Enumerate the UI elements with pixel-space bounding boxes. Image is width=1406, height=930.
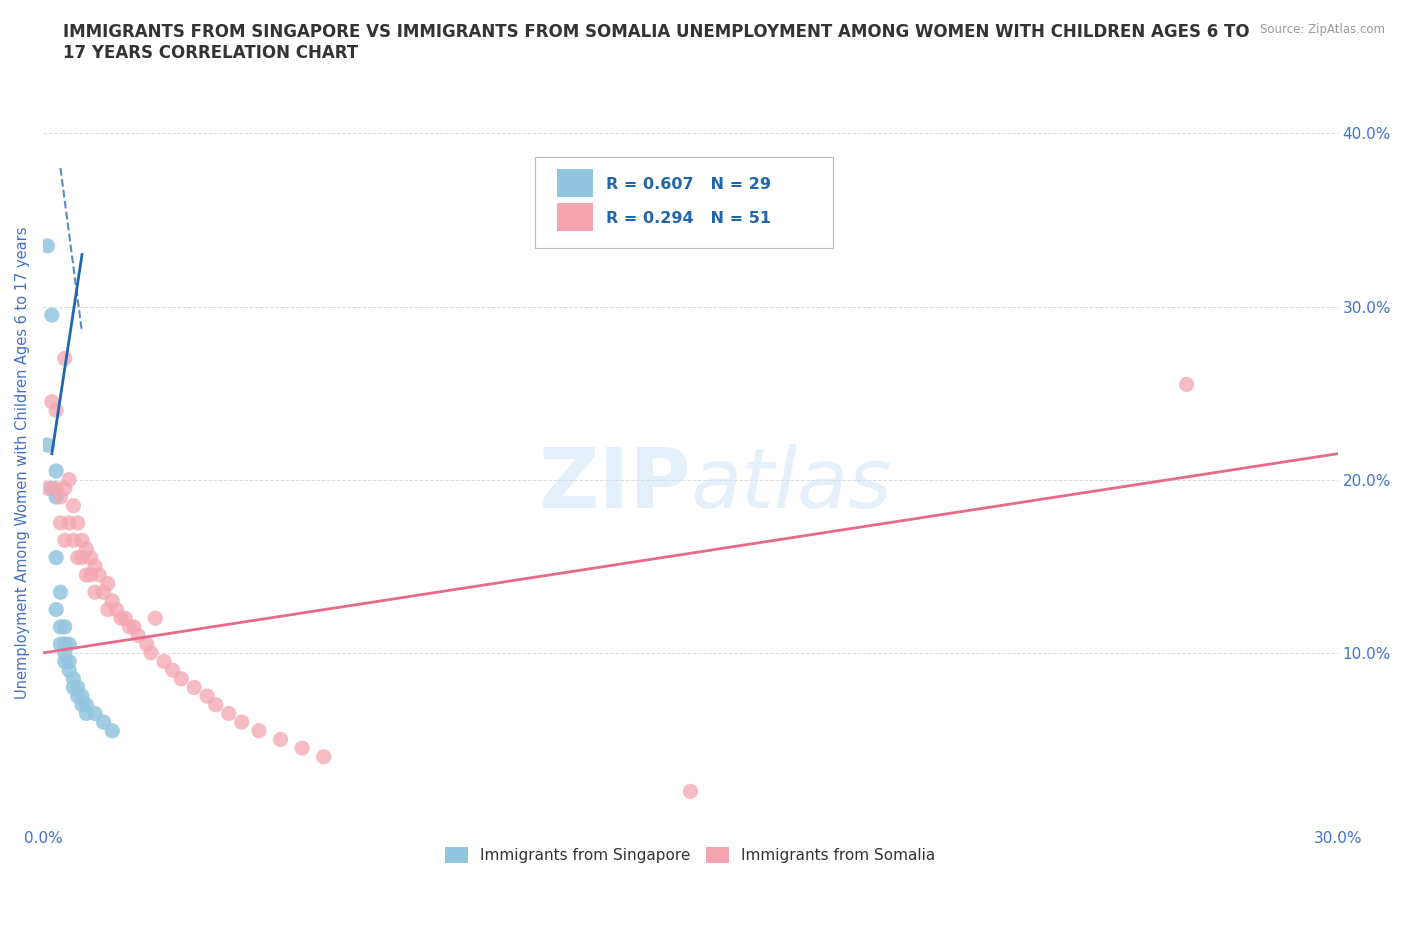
Point: [110, 611, 132, 626]
Point: [53, 351, 76, 365]
Point: [139, 645, 162, 660]
Point: [45, 403, 67, 418]
Point: [75, 706, 97, 721]
Point: [105, 602, 128, 617]
Point: [37, 481, 59, 496]
FancyBboxPatch shape: [536, 157, 832, 247]
Point: [75, 567, 97, 582]
Point: [84, 559, 107, 574]
Point: [45, 463, 67, 478]
Point: [37, 438, 59, 453]
Point: [58, 472, 80, 487]
Point: [66, 689, 89, 704]
Point: [58, 654, 80, 669]
Point: [49, 585, 72, 600]
Text: atlas: atlas: [690, 444, 891, 525]
Point: [62, 680, 84, 695]
Point: [122, 619, 145, 634]
Point: [53, 533, 76, 548]
FancyBboxPatch shape: [557, 169, 593, 197]
Y-axis label: Unemployment Among Women with Children Ages 6 to 17 years: Unemployment Among Women with Children A…: [15, 226, 30, 698]
Point: [58, 663, 80, 678]
Point: [62, 533, 84, 548]
Point: [53, 645, 76, 660]
Point: [1175, 377, 1198, 392]
Point: [162, 663, 184, 678]
Text: Source: ZipAtlas.com: Source: ZipAtlas.com: [1260, 23, 1385, 36]
Point: [53, 619, 76, 634]
Point: [183, 680, 205, 695]
Point: [70, 551, 93, 565]
Point: [195, 689, 218, 704]
Point: [679, 784, 702, 799]
Legend: Immigrants from Singapore, Immigrants from Somalia: Immigrants from Singapore, Immigrants fr…: [439, 841, 942, 870]
Point: [89, 567, 111, 582]
Text: ZIP: ZIP: [538, 444, 690, 525]
Text: R = 0.607   N = 29: R = 0.607 N = 29: [606, 177, 772, 192]
Point: [41, 308, 63, 323]
Point: [153, 654, 176, 669]
Point: [101, 593, 124, 608]
Point: [79, 567, 101, 582]
Point: [70, 698, 93, 712]
Point: [58, 515, 80, 530]
Point: [127, 628, 149, 643]
Point: [49, 489, 72, 504]
Point: [70, 533, 93, 548]
Point: [58, 637, 80, 652]
Point: [53, 481, 76, 496]
Point: [75, 541, 97, 556]
Point: [53, 654, 76, 669]
Point: [66, 551, 89, 565]
Point: [75, 698, 97, 712]
Point: [62, 671, 84, 686]
Point: [93, 714, 115, 729]
Point: [145, 611, 167, 626]
Point: [101, 724, 124, 738]
Point: [312, 750, 335, 764]
Point: [218, 706, 240, 721]
Point: [84, 585, 107, 600]
Point: [291, 740, 314, 755]
FancyBboxPatch shape: [557, 204, 593, 231]
Point: [231, 714, 253, 729]
Point: [247, 724, 270, 738]
Point: [204, 698, 226, 712]
Point: [45, 551, 67, 565]
Point: [49, 515, 72, 530]
Point: [93, 585, 115, 600]
Point: [170, 671, 193, 686]
Point: [70, 689, 93, 704]
Point: [79, 551, 101, 565]
Point: [135, 637, 157, 652]
Point: [45, 481, 67, 496]
Point: [84, 706, 107, 721]
Point: [97, 576, 120, 591]
Point: [118, 619, 141, 634]
Point: [53, 637, 76, 652]
Point: [270, 732, 292, 747]
Point: [114, 611, 136, 626]
Text: IMMIGRANTS FROM SINGAPORE VS IMMIGRANTS FROM SOMALIA UNEMPLOYMENT AMONG WOMEN WI: IMMIGRANTS FROM SINGAPORE VS IMMIGRANTS …: [63, 23, 1250, 62]
Point: [41, 394, 63, 409]
Text: R = 0.294   N = 51: R = 0.294 N = 51: [606, 211, 772, 226]
Point: [66, 680, 89, 695]
Point: [45, 602, 67, 617]
Point: [37, 238, 59, 253]
Point: [66, 515, 89, 530]
Point: [41, 481, 63, 496]
Point: [49, 619, 72, 634]
Point: [97, 602, 120, 617]
Point: [49, 637, 72, 652]
Point: [62, 498, 84, 513]
Point: [45, 489, 67, 504]
